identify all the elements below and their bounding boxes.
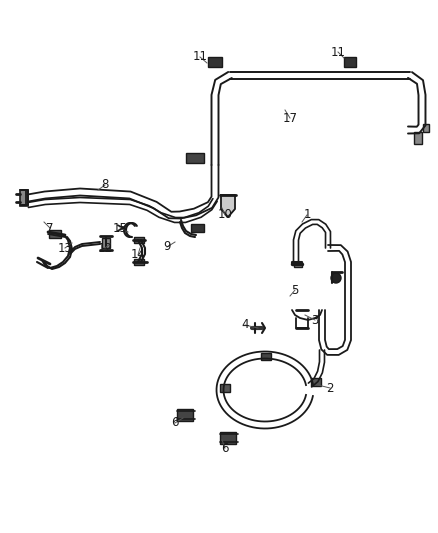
Bar [102,238,110,248]
Text: 13: 13 [57,241,72,254]
Bar [177,409,193,421]
Bar [261,352,271,359]
Bar [220,432,236,444]
Text: 11: 11 [192,51,208,63]
Bar [220,384,230,392]
Text: 4: 4 [241,319,249,332]
Text: 12: 12 [98,241,113,254]
Text: 6: 6 [221,441,229,455]
Circle shape [331,273,341,283]
Text: 8: 8 [101,179,109,191]
Text: 15: 15 [113,222,127,235]
Text: 7: 7 [46,222,54,235]
Text: 11: 11 [331,45,346,59]
Bar [134,259,144,265]
Bar [423,124,429,132]
Text: 14: 14 [131,248,145,262]
Bar [344,57,356,67]
Bar [294,262,302,266]
Bar [414,132,422,144]
Text: 5: 5 [291,284,299,296]
Text: 6: 6 [171,416,179,430]
Bar [208,57,222,67]
Text: 17: 17 [283,111,297,125]
Text: 2: 2 [326,382,334,394]
Bar [49,230,61,238]
Text: 10: 10 [218,208,233,222]
Bar [311,378,321,386]
Text: 1: 1 [303,208,311,222]
Text: 3: 3 [311,313,319,327]
Bar [134,237,144,243]
Text: 9: 9 [163,240,171,254]
Polygon shape [221,195,235,217]
Bar [186,153,204,163]
Bar [20,190,28,206]
Bar [191,224,204,232]
